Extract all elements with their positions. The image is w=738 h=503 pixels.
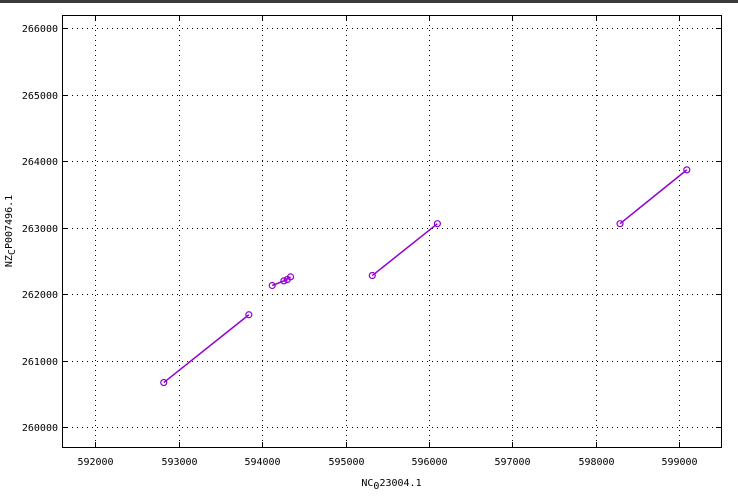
segment-end-point: [433, 220, 441, 228]
x-tick-label: 595000: [328, 457, 364, 468]
x-axis-label: NC023004.1: [361, 478, 421, 492]
alignment-segment: [163, 314, 250, 384]
alignment-segment: [371, 223, 438, 277]
segment-start-point: [160, 378, 168, 387]
alignment-segment: [619, 169, 688, 225]
data-series: [160, 166, 691, 387]
y-tick-label: 264000: [22, 157, 58, 168]
grid-lines: [62, 15, 721, 447]
segment-end-point: [286, 273, 295, 281]
axis-ticks: 592000 593000 594000 595000 596000 597000 5980…: [22, 15, 721, 468]
segment-end-point: [683, 166, 691, 174]
y-tick-label: 263000: [22, 224, 58, 235]
y-tick-label: 266000: [22, 24, 58, 35]
segment-start-point: [280, 277, 288, 285]
y-tick-label: 260000: [22, 423, 58, 434]
x-tick-label: 597000: [494, 457, 530, 468]
y-axis-label: NZCP007496.1: [4, 195, 18, 267]
plot-frame: [62, 15, 722, 448]
svg-text:NZCP007496.1: NZCP007496.1: [4, 195, 18, 267]
x-tick-label: 592000: [77, 457, 113, 468]
segment-start-point: [616, 220, 624, 228]
segment-start-point: [368, 271, 376, 280]
alignment-segment: [283, 276, 291, 282]
window-top-bar: [0, 0, 738, 3]
svg-text:NC023004.1: NC023004.1: [361, 478, 421, 492]
x-tick-label: 594000: [244, 457, 280, 468]
segment-start-point: [268, 281, 276, 290]
x-tick-label: 593000: [161, 457, 197, 468]
x-tick-label: 598000: [578, 457, 614, 468]
y-tick-label: 261000: [22, 357, 58, 368]
x-tick-label: 599000: [661, 457, 697, 468]
x-tick-label: 596000: [411, 457, 447, 468]
segment-end-point: [245, 311, 253, 319]
y-tick-label: 262000: [22, 290, 58, 301]
y-tick-label: 265000: [22, 91, 58, 102]
